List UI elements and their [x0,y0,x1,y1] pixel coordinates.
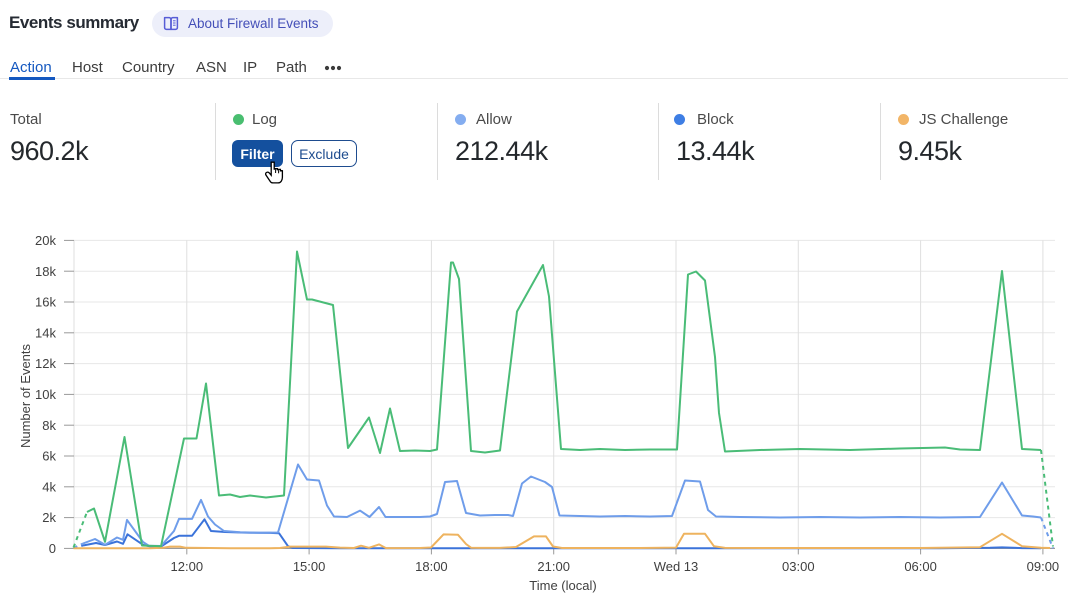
svg-text:18:00: 18:00 [415,559,448,574]
svg-text:15:00: 15:00 [293,559,326,574]
svg-text:Time (local): Time (local) [529,578,596,593]
svg-text:Number of Events: Number of Events [18,343,33,448]
svg-text:12k: 12k [35,356,56,371]
svg-text:8k: 8k [42,418,56,433]
svg-text:2k: 2k [42,510,56,525]
svg-text:14k: 14k [35,325,56,340]
svg-text:09:00: 09:00 [1027,559,1060,574]
svg-text:6k: 6k [42,449,56,464]
svg-text:12:00: 12:00 [171,559,204,574]
svg-text:Wed 13: Wed 13 [654,559,699,574]
svg-text:20k: 20k [35,233,56,248]
svg-text:18k: 18k [35,264,56,279]
svg-text:10k: 10k [35,387,56,402]
svg-text:0: 0 [49,541,56,556]
svg-text:06:00: 06:00 [904,559,937,574]
svg-text:16k: 16k [35,295,56,310]
svg-text:03:00: 03:00 [782,559,815,574]
svg-text:4k: 4k [42,479,56,494]
svg-text:21:00: 21:00 [537,559,570,574]
